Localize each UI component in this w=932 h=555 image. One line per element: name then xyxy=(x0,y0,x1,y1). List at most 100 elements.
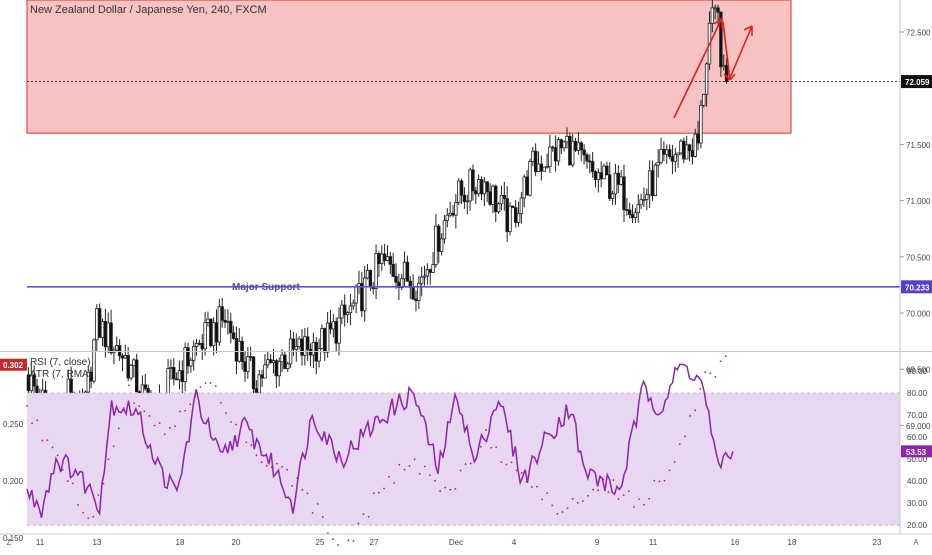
candle-body xyxy=(380,253,384,264)
candle-body xyxy=(656,161,660,166)
atr-dot xyxy=(112,445,115,448)
candle-body xyxy=(633,212,638,219)
atr-dot xyxy=(383,487,385,490)
candle-body xyxy=(667,149,672,157)
candle-body xyxy=(103,321,108,348)
candle-body xyxy=(613,172,618,195)
atr-dot xyxy=(678,443,681,446)
time-tick-label: 18 xyxy=(788,538,797,547)
atr-dot xyxy=(459,469,462,472)
candle-body xyxy=(719,11,723,68)
atr-dot xyxy=(719,360,722,363)
price-tick-label: 72.500 xyxy=(906,29,931,38)
candle-body xyxy=(334,321,338,344)
candle-body xyxy=(92,339,96,382)
atr-dot xyxy=(321,516,324,518)
atr-dot xyxy=(138,405,141,408)
candle-body xyxy=(246,356,250,372)
atr-dot xyxy=(709,372,712,375)
candle-body xyxy=(135,359,139,393)
trend-arrow-up-head xyxy=(713,17,723,28)
atr-dot xyxy=(617,498,620,500)
atr-dot xyxy=(571,497,574,500)
axis-corner-right: A xyxy=(913,538,919,547)
atr-dot xyxy=(668,469,671,472)
candle-body xyxy=(428,269,432,273)
candle-body xyxy=(511,205,515,209)
candle-body xyxy=(231,332,236,339)
candle-body xyxy=(525,176,529,196)
candle-body xyxy=(516,213,521,223)
atr-dot xyxy=(444,486,447,489)
candle-body xyxy=(317,348,321,362)
candle-body xyxy=(519,197,524,215)
atr-dot xyxy=(531,486,533,488)
candle-body xyxy=(596,172,601,181)
atr-dot xyxy=(97,494,100,496)
candle-body xyxy=(570,140,575,166)
atr-dot xyxy=(270,466,273,469)
atr-dot xyxy=(250,444,253,447)
atr-dot xyxy=(301,488,304,491)
candle-body xyxy=(622,176,626,210)
axis-corner-left: Z xyxy=(7,538,12,547)
atr-dot xyxy=(673,460,676,463)
atr-dot xyxy=(474,458,477,460)
rsi-tick-label: 70.00 xyxy=(907,411,928,420)
atr-dot xyxy=(51,446,54,449)
candle-body xyxy=(647,170,652,196)
candle-body xyxy=(405,261,410,282)
candle-body xyxy=(479,179,484,195)
candle-body xyxy=(625,209,629,211)
candle-body xyxy=(214,322,219,343)
candle-body xyxy=(197,342,202,345)
atr-dot xyxy=(704,371,707,374)
candle-body xyxy=(280,354,284,363)
candle-body xyxy=(402,261,407,280)
candle-body xyxy=(271,360,276,363)
candle-body xyxy=(636,204,640,214)
candle-body xyxy=(257,374,261,394)
candle-body xyxy=(109,322,113,354)
atr-dot xyxy=(699,388,702,390)
atr-dot xyxy=(388,475,390,478)
atr-dot xyxy=(648,497,651,500)
candle-body xyxy=(308,348,313,356)
atr-dot xyxy=(143,410,146,413)
atr-dot xyxy=(378,491,380,494)
chart-title: New Zealand Dollar / Japanese Yen, 240, … xyxy=(30,4,267,16)
candle-body xyxy=(220,306,224,321)
atr-dot xyxy=(87,517,90,520)
candle-body xyxy=(32,374,36,387)
candle-body xyxy=(254,388,259,394)
current-price-badge-bg xyxy=(901,75,932,89)
rsi-tick-label: 80.00 xyxy=(907,389,928,398)
atr-dot xyxy=(367,515,370,518)
time-tick-label: Dec xyxy=(449,538,463,547)
atr-dot xyxy=(56,454,59,457)
rsi-value-badge-bg xyxy=(901,445,932,458)
atr-dot xyxy=(235,423,238,426)
atr-dot xyxy=(77,504,79,506)
candle-body xyxy=(291,338,296,350)
candle-body xyxy=(286,363,290,369)
atr-dot xyxy=(495,446,498,449)
atr-dot xyxy=(41,439,44,442)
price-tick-label: 69.000 xyxy=(906,422,931,431)
atr-dot xyxy=(199,386,202,388)
candle-body xyxy=(106,322,110,348)
candle-body xyxy=(206,318,210,323)
candle-body xyxy=(129,364,133,379)
atr-dot xyxy=(337,544,339,546)
candle-body xyxy=(97,308,102,338)
candle-body xyxy=(565,135,569,143)
candle-body xyxy=(716,7,720,13)
candle-body xyxy=(454,202,458,216)
arrow-up-right-line xyxy=(729,25,753,79)
candle-body xyxy=(548,146,552,167)
candle-body xyxy=(365,270,370,279)
candle-body xyxy=(203,322,207,350)
atr-dot xyxy=(123,409,125,411)
